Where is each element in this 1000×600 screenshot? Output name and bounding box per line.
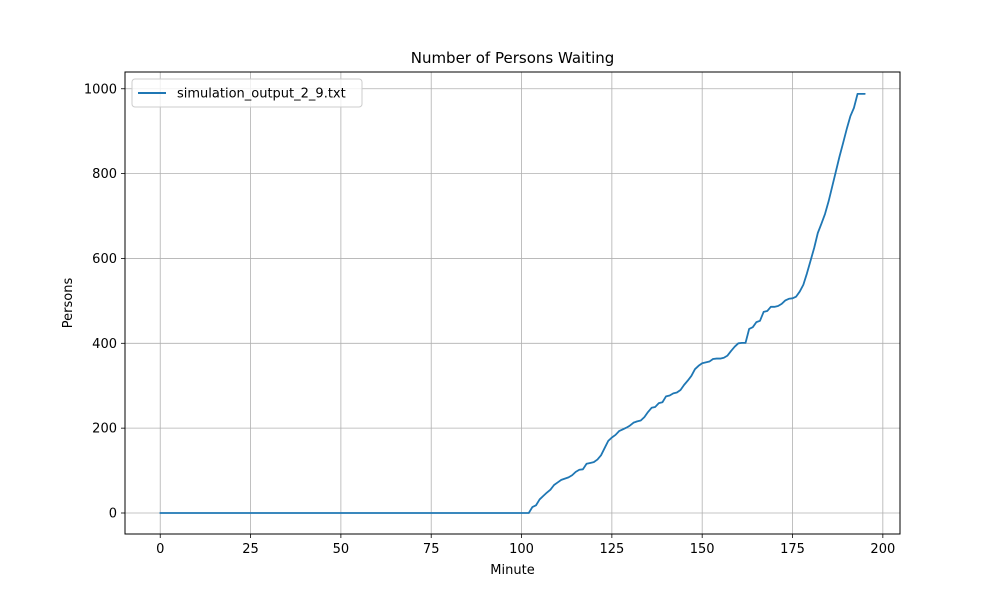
y-tick-label: 600: [92, 252, 117, 267]
x-tick-label: 75: [423, 542, 440, 557]
y-tick-label: 0: [109, 507, 117, 522]
x-axis-ticks: 0 25 50 75 100 125 150 175 200: [156, 534, 895, 557]
y-tick-label: 200: [92, 422, 117, 437]
chart-title: Number of Persons Waiting: [411, 49, 615, 67]
y-tick-label: 800: [92, 167, 117, 182]
y-axis-label: Persons: [61, 278, 76, 329]
legend-box: [131, 78, 363, 108]
series-layer: [159, 92, 866, 514]
y-tick-label: 1000: [84, 82, 117, 97]
x-tick-label: 200: [870, 542, 895, 557]
y-axis-ticks: 0 200 400 600 800 1000: [84, 82, 125, 522]
x-tick-label: 50: [333, 542, 350, 557]
x-tick-label: 25: [242, 542, 259, 557]
x-tick-label: 125: [599, 542, 624, 557]
x-tick-label: 150: [690, 542, 715, 557]
y-tick-label: 400: [92, 337, 117, 352]
legend: simulation_output_2_9.txt: [131, 78, 363, 108]
x-tick-label: 0: [156, 542, 164, 557]
axes-frame: [124, 71, 901, 535]
series-line: [159, 92, 866, 514]
legend-label: simulation_output_2_9.txt: [177, 87, 346, 102]
x-tick-label: 175: [780, 542, 805, 557]
plot-area: [124, 71, 901, 535]
x-tick-label: 100: [509, 542, 534, 557]
x-axis-label: Minute: [490, 563, 534, 578]
